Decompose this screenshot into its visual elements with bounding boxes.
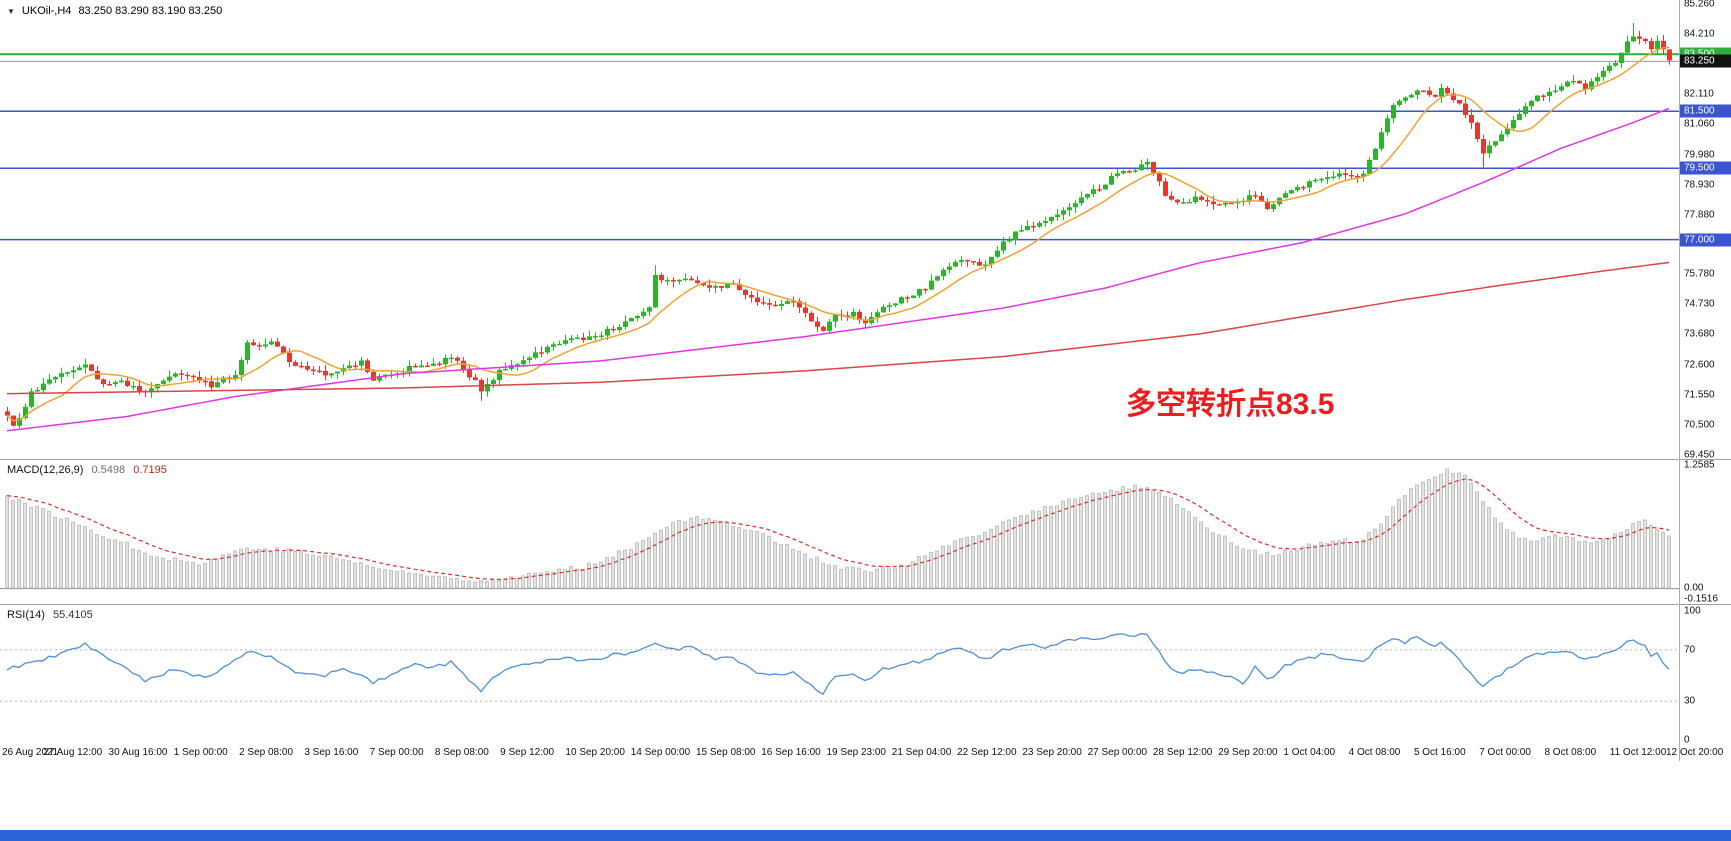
time-tick-label: 4 Oct 08:00 (1348, 747, 1401, 758)
price-tick-label: 82.110 (1684, 88, 1714, 100)
rsi-indicator-canvas[interactable] (0, 605, 1679, 745)
rsi-indicator-label: RSI(14) 55.4105 (7, 609, 98, 621)
macd-signal-value: 0.7195 (133, 464, 167, 476)
macd-tick-label: 0.00 (1684, 582, 1704, 594)
time-tick-label: 16 Sep 16:00 (761, 747, 821, 758)
price-tick-label: 72.600 (1684, 359, 1715, 371)
price-tick-label: 69.450 (1684, 449, 1715, 461)
price-tick-label: 73.680 (1684, 328, 1715, 340)
rsi-name: RSI(14) (7, 609, 45, 621)
time-tick-label: 2 Sep 08:00 (239, 747, 294, 758)
rsi-tick-label: 100 (1684, 605, 1701, 617)
support-level-badge-79500[interactable]: 79.500 (1680, 161, 1731, 175)
time-tick-label: 15 Sep 08:00 (695, 747, 756, 758)
symbol-info-bar: ▼ UKOil-,H4 83.250 83.290 83.190 83.250 (7, 5, 222, 17)
time-axis[interactable]: 26 Aug 2021 27 Aug 12:00 30 Aug 16:00 1 Sep… (0, 745, 1731, 763)
chart-text-annotation[interactable]: 多空转折点83.5 (1126, 388, 1335, 421)
macd-main-value: 0.5498 (91, 464, 126, 476)
macd-axis[interactable]: 1.2585 0.00 -0.1516 (1679, 459, 1731, 605)
time-tick-label: 5 Oct 16:00 (1413, 747, 1466, 758)
support-level-badge-81500[interactable]: 81.500 (1680, 104, 1731, 118)
support-level-badge-77000[interactable]: 77.000 (1680, 233, 1731, 247)
macd-indicator-label: MACD(12,26,9) 0.5498 0.7195 (7, 464, 172, 476)
price-tick-label: 70.500 (1684, 419, 1715, 431)
time-tick-label: 29 Sep 20:00 (1218, 747, 1278, 758)
time-tick-label: 10 Sep 20:00 (565, 747, 625, 758)
rsi-value: 55.4105 (52, 609, 93, 621)
time-tick-label: 1 Oct 04:00 (1283, 747, 1336, 758)
time-tick-label: 8 Sep 08:00 (434, 747, 489, 758)
panel-divider[interactable] (0, 459, 1731, 460)
price-axis[interactable]: 85.260 84.210 82.110 81.060 79.980 78.930 77.8… (1679, 0, 1731, 461)
macd-name: MACD(12,26,9) (7, 464, 84, 476)
time-tick-label: 8 Oct 08:00 (1544, 747, 1597, 758)
price-tick-label: 79.980 (1684, 149, 1715, 161)
time-tick-label: 26 Aug 2021 (2, 747, 59, 758)
rsi-tick-label: 30 (1684, 695, 1696, 707)
price-axis-separator (1679, 0, 1680, 761)
time-tick-label: 14 Sep 00:00 (630, 747, 691, 758)
time-tick-label: 1 Sep 00:00 (173, 747, 228, 758)
rsi-axis[interactable]: 100 70 30 0 (1679, 605, 1731, 746)
time-tick-label: 21 Sep 04:00 (891, 747, 952, 758)
time-tick-label: 27 Sep 00:00 (1087, 747, 1148, 758)
price-tick-label: 75.780 (1684, 268, 1715, 280)
time-tick-label: 3 Sep 16:00 (304, 747, 359, 758)
price-tick-label: 74.730 (1684, 298, 1715, 310)
time-tick-label: 19 Sep 23:00 (826, 747, 887, 758)
symbol-name: UKOil-,H4 (21, 5, 72, 17)
price-tick-label: 84.210 (1684, 28, 1715, 40)
time-tick-label: 7 Oct 00:00 (1479, 747, 1531, 758)
ohlc-values: 83.250 83.290 83.190 83.250 (78, 5, 223, 17)
price-tick-label: 78.930 (1684, 179, 1715, 191)
rsi-tick-label: 70 (1684, 644, 1696, 656)
time-tick-label: 9 Sep 12:00 (500, 747, 555, 758)
time-tick-label: 23 Sep 20:00 (1022, 747, 1082, 758)
current-price-badge: 83.250 (1680, 54, 1731, 68)
time-tick-label: 7 Sep 00:00 (369, 747, 424, 758)
price-tick-label: 71.550 (1684, 389, 1715, 401)
panel-divider[interactable] (0, 604, 1731, 605)
price-tick-label: 81.060 (1684, 118, 1715, 130)
time-tick-label: 28 Sep 12:00 (1152, 747, 1213, 758)
price-tick-label: 77.880 (1684, 209, 1715, 221)
price-chart-canvas[interactable] (0, 0, 1679, 459)
time-tick-label: 11 Oct 12:00 (1609, 747, 1667, 758)
taskbar[interactable] (0, 830, 1731, 841)
time-tick-label: 27 Aug 12:00 (43, 747, 103, 758)
time-tick-label: 30 Aug 16:00 (108, 747, 168, 758)
macd-indicator-canvas[interactable] (0, 460, 1679, 604)
price-tick-label: 85.260 (1684, 0, 1715, 10)
collapse-chart-icon[interactable]: ▼ (7, 6, 15, 16)
time-tick-label: 12 Oct 20:00 (1666, 747, 1724, 758)
time-tick-label: 22 Sep 12:00 (957, 747, 1017, 758)
macd-tick-label: 1.2585 (1684, 459, 1715, 471)
macd-tick-label: -0.1516 (1684, 593, 1718, 605)
rsi-tick-label: 0 (1684, 734, 1690, 746)
